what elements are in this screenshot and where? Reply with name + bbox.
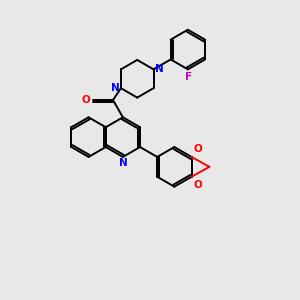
Text: O: O <box>194 144 202 154</box>
Text: N: N <box>155 64 164 74</box>
Text: F: F <box>185 72 192 82</box>
Text: O: O <box>194 180 202 190</box>
Text: N: N <box>111 83 120 93</box>
Text: N: N <box>118 158 127 168</box>
Text: O: O <box>81 95 90 105</box>
